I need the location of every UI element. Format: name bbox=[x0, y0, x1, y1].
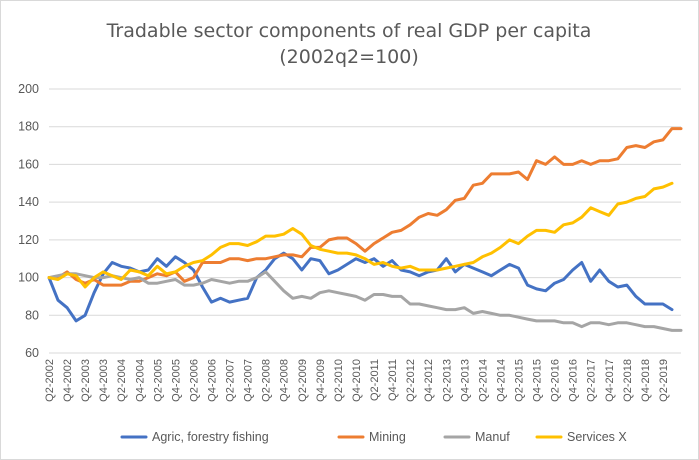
x-tick-label: Q2-2007 bbox=[225, 359, 237, 402]
series-lines bbox=[47, 127, 683, 332]
x-tick-label: Q2-2003 bbox=[80, 359, 92, 402]
series-line-0 bbox=[47, 251, 674, 323]
legend-label: Services X bbox=[567, 430, 627, 444]
y-tick-label: 120 bbox=[18, 233, 39, 247]
x-tick-label: Q2-2009 bbox=[297, 359, 309, 402]
x-tick-label: Q4-2007 bbox=[243, 359, 255, 402]
x-tick-label: Q4-2011 bbox=[387, 359, 399, 401]
chart-title: Tradable sector components of real GDP p… bbox=[106, 20, 592, 42]
x-tick-label: Q2-2004 bbox=[116, 359, 128, 402]
y-tick-label: 200 bbox=[18, 82, 39, 96]
y-axis: 60 80 100 120 140 160 180 200 bbox=[18, 82, 39, 360]
legend: Agric, forestry fishing Mining Manuf Servic… bbox=[120, 430, 627, 444]
y-tick-label: 160 bbox=[18, 157, 39, 171]
x-tick-label: Q4-2003 bbox=[98, 359, 110, 402]
x-tick-label: Q2-2019 bbox=[658, 359, 670, 402]
y-tick-label: 80 bbox=[25, 308, 39, 322]
x-tick-label: Q2-2016 bbox=[550, 359, 562, 402]
x-tick-label: Q2-2013 bbox=[441, 359, 453, 402]
y-tick-label: 100 bbox=[18, 271, 39, 285]
x-tick-label: Q4-2005 bbox=[170, 359, 182, 402]
x-tick-label: Q4-2002 bbox=[62, 359, 74, 402]
x-tick-label: Q4-2013 bbox=[459, 359, 471, 402]
y-tick-label: 60 bbox=[25, 346, 39, 360]
y-tick-label: 140 bbox=[18, 195, 39, 209]
legend-label: Agric, forestry fishing bbox=[152, 430, 269, 444]
x-axis: Q2-2002 Q4-2002 Q2-2003 Q4-2003 Q2-2004 Q4-20… bbox=[44, 359, 670, 402]
series-line-1 bbox=[47, 127, 683, 287]
x-tick-label: Q2-2005 bbox=[152, 359, 164, 402]
x-tick-label: Q2-2017 bbox=[586, 359, 598, 402]
x-tick-label: Q4-2015 bbox=[532, 359, 544, 402]
series-line-2 bbox=[47, 270, 683, 332]
x-tick-label: Q4-2012 bbox=[423, 359, 435, 402]
x-tick-label: Q2-2015 bbox=[513, 359, 525, 402]
y-tick-label: 180 bbox=[18, 120, 39, 134]
x-tick-label: Q2-2014 bbox=[477, 359, 489, 402]
x-tick-label: Q4-2010 bbox=[351, 359, 363, 402]
x-tick-label: Q2-2006 bbox=[188, 359, 200, 402]
x-tick-label: Q2-2018 bbox=[622, 359, 634, 402]
x-tick-label: Q4-2018 bbox=[640, 359, 652, 402]
x-tick-label: Q4-2004 bbox=[134, 359, 146, 402]
x-tick-label: Q2-2011 bbox=[369, 359, 381, 401]
legend-label: Manuf bbox=[475, 430, 510, 444]
series-line-3 bbox=[47, 181, 674, 289]
x-tick-label: Q4-2008 bbox=[279, 359, 291, 402]
legend-label: Mining bbox=[369, 430, 406, 444]
x-tick-label: Q4-2016 bbox=[568, 359, 580, 402]
gridlines bbox=[49, 88, 681, 354]
x-tick-label: Q2-2012 bbox=[405, 359, 417, 402]
x-tick-label: Q2-2002 bbox=[44, 359, 56, 402]
x-tick-label: Q2-2010 bbox=[333, 359, 345, 402]
x-tick-label: Q2-2008 bbox=[261, 359, 273, 402]
x-tick-label: Q4-2006 bbox=[207, 359, 219, 402]
chart-subtitle: (2002q2=100) bbox=[279, 46, 419, 68]
x-tick-label: Q4-2014 bbox=[495, 359, 507, 402]
x-tick-label: Q4-2017 bbox=[604, 359, 616, 402]
x-tick-label: Q4-2009 bbox=[315, 359, 327, 402]
